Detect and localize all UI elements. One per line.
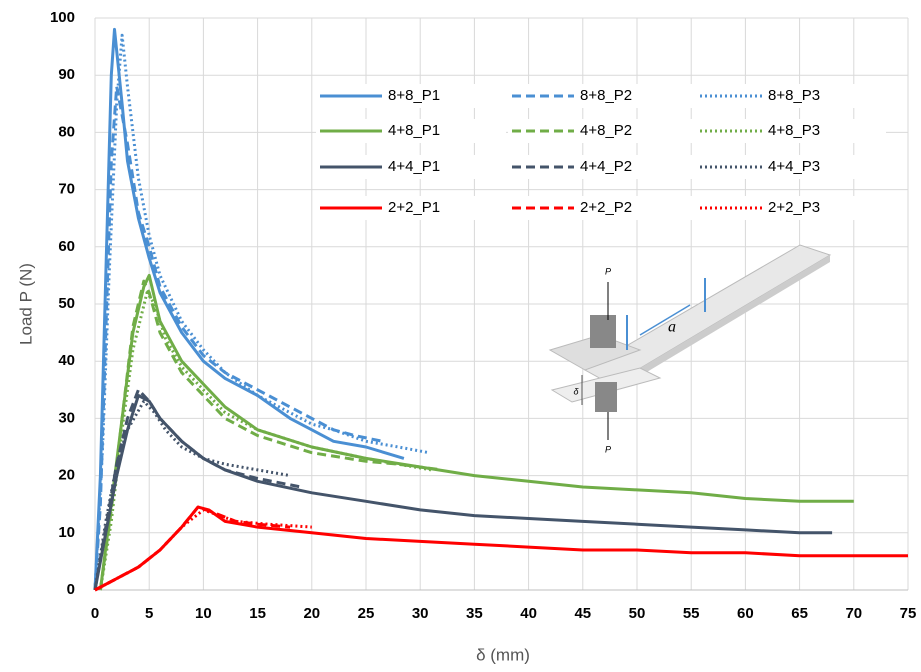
legend-item: 4+8_P3 bbox=[696, 119, 886, 143]
x-tick-label: 15 bbox=[249, 605, 266, 622]
y-tick-label: 50 bbox=[58, 295, 75, 312]
x-tick-label: 45 bbox=[574, 605, 591, 622]
legend-bg bbox=[508, 196, 698, 220]
legend-bg bbox=[508, 84, 698, 108]
legend-bg bbox=[696, 155, 886, 179]
y-tick-label: 80 bbox=[58, 123, 75, 140]
series-line bbox=[93, 388, 302, 591]
x-tick-label: 25 bbox=[358, 605, 375, 622]
beam-top-side bbox=[612, 255, 830, 393]
x-tick-label: 5 bbox=[145, 605, 153, 622]
y-tick-label: 100 bbox=[50, 9, 75, 26]
y-tick-label: 30 bbox=[58, 409, 75, 426]
inset-label: P bbox=[605, 266, 611, 276]
x-tick-label: 60 bbox=[737, 605, 754, 622]
legend-item: 4+8_P2 bbox=[508, 119, 698, 143]
legend-label: 4+8_P2 bbox=[580, 122, 632, 139]
legend-label: 4+8_P3 bbox=[768, 122, 820, 139]
y-tick-label: 40 bbox=[58, 352, 75, 369]
y-tick-label: 10 bbox=[58, 524, 75, 541]
legend-label: 2+2_P3 bbox=[768, 199, 820, 216]
x-tick-label: 10 bbox=[195, 605, 212, 622]
series-line bbox=[98, 279, 443, 591]
y-tick-label: 90 bbox=[58, 66, 75, 83]
legend-bg bbox=[508, 119, 698, 143]
legend-bg bbox=[696, 119, 886, 143]
x-tick-label: 50 bbox=[629, 605, 646, 622]
x-tick-label: 75 bbox=[900, 605, 917, 622]
legend-label: 2+2_P2 bbox=[580, 199, 632, 216]
series-line bbox=[98, 273, 854, 591]
y-tick-label: 0 bbox=[67, 581, 75, 598]
inset-label: δ bbox=[573, 386, 579, 396]
legend-item: 8+8_P2 bbox=[508, 84, 698, 108]
inset-label: P bbox=[605, 444, 611, 454]
inset-label: a bbox=[668, 319, 676, 336]
x-tick-label: 20 bbox=[303, 605, 320, 622]
plot-area: 0 10 20 30 40 50 60 70 80 90 100 0 5 10 15 20 25 30 35 40 45… bbox=[50, 9, 916, 622]
legend-item: 2+2_P2 bbox=[508, 196, 698, 220]
legend-label: 4+4_P3 bbox=[768, 158, 820, 175]
inset-diagram: P a δ P bbox=[548, 244, 832, 454]
legend-bg bbox=[696, 84, 886, 108]
legend-label: 8+8_P1 bbox=[388, 87, 440, 104]
beam-arm-top bbox=[548, 334, 642, 371]
legend-item: 4+4_P1 bbox=[316, 155, 506, 179]
x-tick-label: 0 bbox=[91, 605, 99, 622]
y-tick-label: 70 bbox=[58, 181, 75, 198]
x-tick-label: 70 bbox=[845, 605, 862, 622]
y-axis-label: Load P (N) bbox=[16, 263, 35, 345]
legend-item: 8+8_P1 bbox=[316, 84, 506, 108]
legend-label: 4+4_P1 bbox=[388, 158, 440, 175]
legend-item: 4+8_P1 bbox=[316, 119, 506, 143]
x-tick-label: 40 bbox=[520, 605, 537, 622]
legend-item: 4+4_P2 bbox=[508, 155, 698, 179]
series-line bbox=[93, 27, 405, 591]
x-tick-label: 55 bbox=[683, 605, 700, 622]
legend-item: 2+2_P1 bbox=[316, 196, 506, 220]
block-top bbox=[590, 315, 616, 348]
legend-label: 4+4_P2 bbox=[580, 158, 632, 175]
legend-bg bbox=[508, 155, 698, 179]
beam-top bbox=[583, 244, 832, 386]
legend-item: 2+2_P3 bbox=[696, 196, 886, 220]
legend-label: 4+8_P1 bbox=[388, 122, 440, 139]
series-line bbox=[98, 291, 432, 591]
series-line bbox=[94, 508, 312, 592]
block-bottom bbox=[595, 382, 617, 412]
x-axis-label: δ (mm) bbox=[476, 645, 530, 664]
legend-item: 4+4_P3 bbox=[696, 155, 886, 179]
legend-bg bbox=[696, 196, 886, 220]
x-tick-label: 30 bbox=[412, 605, 429, 622]
x-tick-label: 35 bbox=[466, 605, 483, 622]
legend-label: 8+8_P3 bbox=[768, 87, 820, 104]
x-tick-label: 65 bbox=[791, 605, 808, 622]
legend-label: 8+8_P2 bbox=[580, 87, 632, 104]
series-line bbox=[93, 33, 430, 591]
series-line bbox=[93, 85, 383, 591]
y-tick-label: 60 bbox=[58, 238, 75, 255]
series-line bbox=[94, 505, 908, 592]
legend-label: 2+2_P1 bbox=[388, 199, 440, 216]
legend-item: 8+8_P3 bbox=[696, 84, 886, 108]
series-line bbox=[93, 394, 833, 591]
y-tick-label: 20 bbox=[58, 467, 75, 484]
dimension-line bbox=[639, 304, 691, 336]
